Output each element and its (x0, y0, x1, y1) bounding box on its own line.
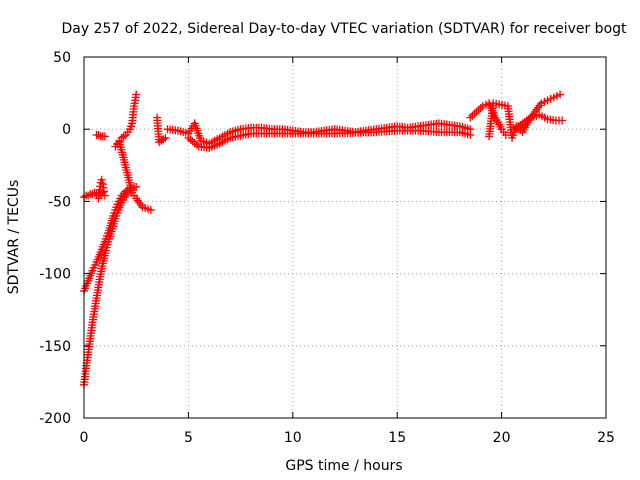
data-point (558, 116, 567, 125)
chart-title: Day 257 of 2022, Sidereal Day-to-day VTE… (61, 21, 627, 37)
y-tick-label: -150 (39, 339, 71, 355)
data-point (474, 105, 483, 114)
data-point (466, 113, 475, 122)
y-tick-label: -50 (48, 194, 71, 210)
data-point (97, 175, 106, 184)
x-tick-label: 0 (80, 430, 89, 446)
data-point (472, 107, 481, 116)
data-point (146, 206, 155, 215)
y-tick-label: -100 (39, 267, 71, 283)
data-point (132, 182, 141, 191)
x-tick-label: 10 (284, 430, 302, 446)
data-point (556, 90, 565, 99)
grid-lines (84, 57, 606, 418)
data-point (132, 90, 141, 99)
data-points (80, 90, 567, 389)
x-axis-label: GPS time / hours (285, 458, 402, 474)
data-point (161, 133, 170, 142)
x-tick-label: 15 (388, 430, 406, 446)
data-point (99, 187, 108, 196)
axis-ticks: 0 5 10 15 20 25 -200 -150 -100 -50 0 50 (39, 50, 615, 446)
y-tick-label: 0 (62, 122, 71, 138)
data-point (466, 130, 475, 139)
data-point (119, 132, 128, 141)
data-point (94, 130, 103, 139)
y-tick-label: -200 (39, 411, 71, 427)
data-point (468, 111, 477, 120)
x-tick-label: 5 (184, 430, 193, 446)
data-point (186, 135, 195, 144)
x-tick-label: 20 (493, 430, 511, 446)
data-point (100, 132, 109, 141)
data-point (188, 137, 197, 146)
data-point (100, 191, 109, 200)
data-point (470, 109, 479, 118)
y-tick-label: 50 (53, 50, 71, 66)
x-tick-label: 25 (597, 430, 615, 446)
y-axis-label: SDTVAR / TECUs (6, 180, 22, 295)
plot-frame (83, 56, 607, 419)
